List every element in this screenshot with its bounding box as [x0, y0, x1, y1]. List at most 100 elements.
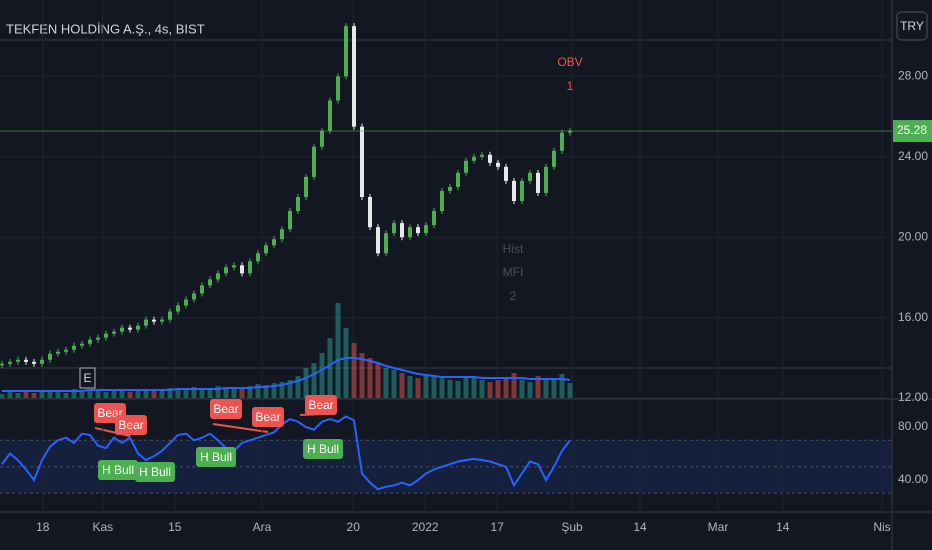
divergence-line	[212, 423, 269, 433]
candle	[80, 343, 84, 346]
candle	[536, 172, 540, 193]
candle	[0, 363, 4, 366]
candle	[464, 160, 468, 173]
candle	[160, 319, 164, 322]
candle	[248, 261, 252, 274]
bear-label: Bear	[118, 418, 143, 432]
bull-label-box	[196, 447, 236, 467]
volume-bar	[367, 358, 373, 398]
volume-bar	[519, 380, 525, 398]
x-tick-label: Ara	[253, 520, 272, 534]
bear-label: Bear	[213, 402, 238, 416]
candle	[384, 233, 388, 254]
x-tick-label: 15	[168, 520, 182, 534]
candle	[560, 132, 564, 151]
bear-label-box	[252, 407, 284, 427]
candle	[336, 76, 340, 101]
candle	[192, 293, 196, 300]
y-tick-label: 12.00	[898, 390, 928, 404]
rsi-tick-label: 40.00	[898, 472, 928, 486]
candle	[344, 26, 348, 77]
candle	[360, 126, 364, 197]
volume-bar	[543, 380, 549, 398]
y-tick-label: 28.00	[898, 69, 928, 83]
candle	[168, 311, 172, 320]
volume-bar	[239, 389, 245, 398]
candle	[144, 319, 148, 326]
candle	[208, 279, 212, 286]
bull-label-box	[303, 439, 343, 459]
candle	[432, 211, 436, 226]
volume-bar	[351, 343, 357, 398]
volume-bar	[103, 392, 109, 398]
candle	[184, 299, 188, 306]
volume-bar	[479, 380, 485, 398]
candle	[216, 273, 220, 280]
volume-bar	[375, 363, 381, 398]
volume-bar	[111, 391, 117, 398]
x-tick-label: 14	[633, 520, 647, 534]
volume-bar	[383, 368, 389, 398]
currency-label[interactable]: TRY	[900, 19, 924, 33]
candle	[408, 227, 412, 238]
y-tick-label: 20.00	[898, 229, 928, 243]
volume-bar	[279, 382, 285, 398]
bear-label-box	[305, 395, 337, 415]
x-tick-label: 17	[491, 520, 505, 534]
indicator-annotation: OBV	[557, 55, 582, 69]
bear-label-box	[115, 415, 147, 435]
candle	[496, 162, 500, 167]
candle	[304, 176, 308, 197]
volume-bar	[159, 391, 165, 398]
candle	[504, 166, 508, 181]
bear-label: Bear	[308, 398, 333, 412]
bear-label: Bear	[255, 410, 280, 424]
candle	[520, 180, 524, 202]
x-tick-label: 18	[36, 520, 50, 534]
volume-bar	[63, 393, 69, 398]
candle	[40, 359, 44, 364]
volume-bar	[271, 383, 277, 398]
volume-bar	[559, 374, 565, 398]
volume-bar	[175, 389, 181, 398]
candle	[288, 211, 292, 230]
chart-title: TEKFEN HOLDİNG A.Ş., 4s, BIST	[6, 21, 205, 36]
candle	[512, 180, 516, 202]
bull-label-box	[135, 462, 175, 482]
volume-bar	[567, 383, 573, 398]
event-box	[79, 367, 96, 389]
indicator-annotation: 1	[567, 79, 574, 93]
candle	[376, 227, 380, 254]
volume-bar	[7, 392, 13, 398]
volume-bar	[255, 384, 261, 398]
volume-bar	[183, 390, 189, 398]
candle	[240, 265, 244, 274]
candle	[96, 337, 100, 340]
candle	[136, 325, 140, 330]
volume-bar	[415, 378, 421, 398]
currency-button[interactable]	[896, 11, 928, 41]
volume-bar	[495, 380, 501, 398]
volume-bar	[151, 390, 157, 398]
volume-bar	[391, 370, 397, 398]
volume-bar	[247, 386, 253, 398]
candle	[88, 339, 92, 344]
candle	[552, 150, 556, 167]
candle	[424, 225, 428, 234]
volume-bar	[199, 388, 205, 398]
candle	[112, 331, 116, 334]
volume-bar	[303, 368, 309, 398]
x-tick-label: Nis	[873, 520, 890, 534]
volume-bar	[135, 391, 141, 398]
volume-bar	[423, 374, 429, 398]
volume-bar	[231, 387, 237, 398]
volume-bar	[287, 380, 293, 398]
x-tick-label: Kas	[92, 520, 113, 534]
rsi-line	[1, 415, 571, 491]
volume-bar	[215, 386, 221, 398]
y-tick-label: 16.00	[898, 310, 928, 324]
x-tick-label: 2022	[412, 520, 439, 534]
volume-bar	[207, 389, 213, 398]
volume-bar	[327, 338, 333, 398]
candle	[480, 154, 484, 157]
